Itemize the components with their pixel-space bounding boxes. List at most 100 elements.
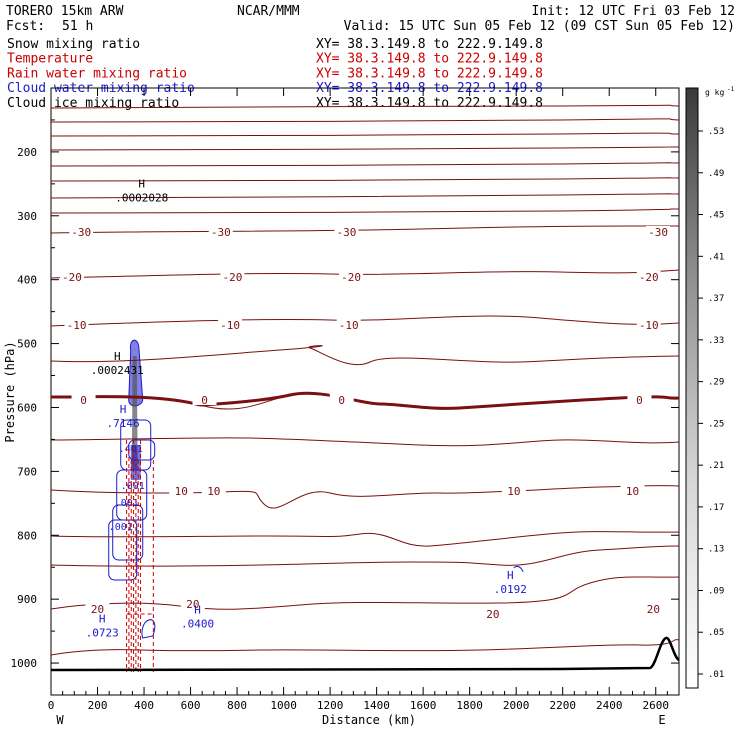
contour-label-bg <box>180 598 205 609</box>
extremum-h-3: H <box>120 403 127 416</box>
colorbar-label-4: .41 <box>708 252 724 262</box>
extremum-h-4: H <box>99 613 106 626</box>
contour-label-minus30-1: -30 <box>71 226 91 239</box>
cloud-water-core <box>130 445 141 480</box>
colorbar-label-9: .21 <box>708 461 724 471</box>
y-tick-label-700: 700 <box>17 465 37 478</box>
contour-label-bg <box>85 603 110 614</box>
temperature-contour-12 <box>50 345 680 366</box>
contour-label-10-4: 10 <box>626 485 639 498</box>
y-tick-label-400: 400 <box>17 274 37 287</box>
legend-item-4: Cloud water mixing ratio <box>7 81 195 96</box>
contour-label-10-3: 10 <box>507 485 520 498</box>
contour-label-bg <box>334 226 359 237</box>
x-axis-title: Distance (km) <box>322 713 416 727</box>
contour-label-bg <box>329 394 354 405</box>
extremum-value-6: .0192 <box>494 583 527 596</box>
contour-label-bg <box>208 226 233 237</box>
x-tick-label-2200: 2200 <box>549 699 576 712</box>
contour-label-minus20-1: -20 <box>62 271 82 284</box>
contour-label-10-1: 10 <box>175 485 188 498</box>
temperature-contour-14 <box>50 437 680 447</box>
y-tick-label-500: 500 <box>17 338 37 351</box>
terrain-profile <box>50 636 680 672</box>
cloud-water-east-contour <box>513 565 524 573</box>
colorbar-label-7: .29 <box>708 378 724 388</box>
temperature-contour-8 <box>50 208 680 214</box>
temperature-contour-3 <box>50 132 680 137</box>
temperature-contour-4 <box>50 146 680 151</box>
init-time: Init: 12 UTC Fri 03 Feb 12 <box>532 4 736 19</box>
cloud-label-2: .001 <box>121 481 145 492</box>
x-tick-label-600: 600 <box>181 699 201 712</box>
colorbar-label-12: .09 <box>708 586 724 596</box>
colorbar-label-5: .37 <box>708 294 724 304</box>
contour-label-bg <box>336 319 361 330</box>
contour-label-bg <box>218 319 243 330</box>
x-tick-label-0: 0 <box>48 699 55 712</box>
xy-range-2: XY= 38.3.149.8 to 222.9.149.8 <box>316 52 543 67</box>
contour-label-bg <box>169 485 194 496</box>
x-tick-label-2000: 2000 <box>503 699 530 712</box>
contour-label-minus30-4: -30 <box>648 226 668 239</box>
contour-label-minus20-4: -20 <box>639 271 659 284</box>
colorbar-label-8: .25 <box>708 419 724 429</box>
contour-label-0-1: 0 <box>80 394 87 407</box>
y-tick-label-600: 600 <box>17 401 37 414</box>
colorbar-labels: .53 .49 .45 .41 .37 .33 .29 .25 .21 .17 .13 .09 .05.… <box>698 127 724 680</box>
y-tick-label-900: 900 <box>17 593 37 606</box>
contour-label-0-2: 0 <box>201 394 208 407</box>
legend-item-1: Snow mixing ratio <box>7 37 140 52</box>
valid-time: Valid: 15 UTC Sun 05 Feb 12 (09 CST Sun … <box>344 19 735 34</box>
cloud-label-4: .001 <box>109 522 133 533</box>
temperature-contours: -30 -30 -30 -30 -20 -20 -20 -20 -10 -10 -10 -10 0 0 0 0… <box>50 104 680 656</box>
x-tick-label-1200: 1200 <box>317 699 344 712</box>
model-title: TORERO 15km ARW <box>6 4 124 19</box>
extremum-h-6: H <box>507 569 514 582</box>
contour-label-minus10-4: -10 <box>639 319 659 332</box>
xy-range-5: XY= 38.3.149.8 to 222.9.149.8 <box>316 96 543 111</box>
temperature-contour-5 <box>50 162 680 167</box>
zero-isotherm-west <box>50 395 201 407</box>
contour-label-bg <box>201 485 226 496</box>
extremum-h-1: H <box>138 177 145 190</box>
legend-item-3: Rain water mixing ratio <box>7 66 187 81</box>
contour-label-bg <box>71 394 96 405</box>
extremum-value-2: .0002431 <box>91 364 144 377</box>
xy-range-3: XY= 38.3.149.8 to 222.9.149.8 <box>316 66 543 81</box>
contour-label-minus30-3: -30 <box>336 226 356 239</box>
terrain-line <box>50 636 680 672</box>
extrema-markers: H.0002028H.0002431H.7146H.0723H.0400H.01… <box>86 177 527 639</box>
extremum-value-3: .7146 <box>107 417 140 430</box>
contour-label-minus10-1: -10 <box>67 319 87 332</box>
colorbar-label-1: .53 <box>708 127 724 137</box>
temperature-contour-15 <box>50 485 680 509</box>
field-legend: Snow mixing ratio XY= 38.3.149.8 to 222.9… <box>7 37 543 111</box>
plot-area: .401.001.001.001 -30 -30 -30 -30-20 -20 -20 -2… <box>11 87 680 712</box>
colorbar-label-13: .05 <box>708 628 724 638</box>
colorbar-label-3: .45 <box>708 211 724 221</box>
y-tick-label-1000: 1000 <box>11 657 38 670</box>
contour-label-bg <box>192 394 217 405</box>
colorbar-label-14: .01 <box>708 670 724 680</box>
x-tick-label-2600: 2600 <box>642 699 669 712</box>
contour-label-0-4: 0 <box>636 394 643 407</box>
fcst-value: 51 h <box>62 19 93 34</box>
contour-label-bg <box>480 608 505 619</box>
extremum-h-5: H <box>194 604 201 617</box>
contour-label-bg <box>220 271 245 282</box>
colorbar-unit: g kg <box>705 88 724 97</box>
temperature-contour-2 <box>50 118 680 123</box>
temperature-contour-16 <box>50 531 680 547</box>
temperature-contour-11 <box>50 315 680 327</box>
contour-label-minus30-2: -30 <box>211 226 231 239</box>
center-title: NCAR/MMM <box>237 4 300 19</box>
extremum-value-5: .0400 <box>181 618 214 631</box>
contour-label-bg <box>69 226 94 237</box>
colorbar: g kg -1 .53 .49 .45 .41 .37 .33 .29 .25 .21 .17 .1… <box>685 86 735 689</box>
contour-label-bg <box>64 319 89 330</box>
contour-label-20-4: 20 <box>647 603 660 616</box>
contour-label-bg <box>59 271 84 282</box>
colorbar-ramp <box>685 87 699 689</box>
contour-label-bg <box>641 603 666 614</box>
